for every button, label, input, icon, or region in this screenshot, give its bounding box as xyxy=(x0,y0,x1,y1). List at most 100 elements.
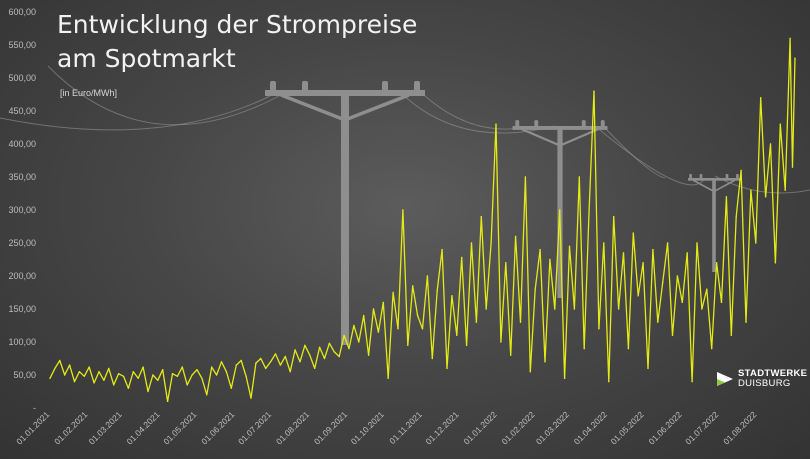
y-tick-label: 500,00 xyxy=(8,73,36,83)
price-data-point xyxy=(230,387,232,389)
y-tick-label: 450,00 xyxy=(8,106,36,116)
pole-insulator-1 xyxy=(534,120,539,127)
price-data-point xyxy=(78,371,81,373)
price-data-point xyxy=(54,367,56,370)
price-data-point xyxy=(245,375,247,377)
price-data-point xyxy=(711,347,713,350)
price-data-point xyxy=(103,379,105,381)
price-data-point xyxy=(289,371,291,373)
price-data-point xyxy=(157,379,159,381)
price-data-point xyxy=(740,169,742,172)
price-data-point xyxy=(652,248,654,251)
price-data-point xyxy=(294,349,296,351)
x-tick-label: 01.05.2021 xyxy=(161,409,198,446)
power-wire-2 xyxy=(424,95,521,130)
price-data-point xyxy=(162,369,164,371)
price-data-point xyxy=(367,354,370,356)
power-wire-0 xyxy=(0,95,271,131)
x-tick-label: 01.01.2022 xyxy=(462,409,499,446)
price-data-point xyxy=(784,189,786,191)
price-data-point xyxy=(461,256,463,259)
price-data-point xyxy=(363,314,365,317)
price-data-point xyxy=(206,394,208,396)
price-data-point xyxy=(225,371,228,373)
price-data-point xyxy=(63,374,66,376)
pole-insulator-1 xyxy=(302,81,308,91)
price-data-point xyxy=(794,57,796,59)
price-data-point xyxy=(215,374,218,376)
y-tick-label: 200,00 xyxy=(8,271,36,281)
plot-area xyxy=(49,37,796,403)
x-tick-label: 01.04.2022 xyxy=(572,409,609,446)
price-data-point xyxy=(544,361,546,363)
price-data-point xyxy=(725,196,728,198)
price-data-point xyxy=(647,367,649,370)
price-data-point xyxy=(755,242,757,244)
price-data-point xyxy=(68,364,71,366)
price-data-point xyxy=(426,275,429,277)
price-data-point xyxy=(696,242,698,244)
price-data-point xyxy=(465,344,468,346)
price-data-point xyxy=(559,209,561,211)
x-tick-label: 01.03.2022 xyxy=(534,409,571,446)
price-data-point xyxy=(549,258,551,261)
price-data-point xyxy=(588,209,590,211)
price-data-point xyxy=(49,377,51,379)
price-data-point xyxy=(122,375,125,377)
price-data-point xyxy=(791,166,794,168)
y-tick-label: 150,00 xyxy=(8,304,36,314)
price-data-point xyxy=(441,248,443,251)
x-tick-label: 01.07.2022 xyxy=(683,409,720,446)
price-data-point xyxy=(348,347,350,350)
y-tick-label: 400,00 xyxy=(8,139,36,149)
price-data-point xyxy=(779,123,781,125)
x-tick-label: 01.07.2021 xyxy=(236,409,273,446)
price-data-point xyxy=(176,375,179,377)
power-wire-5 xyxy=(594,125,706,186)
price-data-point xyxy=(431,357,433,360)
price-data-point xyxy=(387,377,389,379)
price-data-point xyxy=(382,301,384,304)
y-tick-label: 600,00 xyxy=(8,7,36,17)
power-line-wires xyxy=(0,65,810,194)
pole-insulator-3 xyxy=(414,81,420,91)
price-data-point xyxy=(750,189,752,191)
price-data-point xyxy=(323,357,326,360)
price-data-point xyxy=(412,285,414,287)
price-data-point xyxy=(789,37,791,40)
price-data-point xyxy=(745,321,747,323)
pole-insulator-3 xyxy=(736,173,739,179)
power-pole-3 xyxy=(688,173,740,272)
price-data-point xyxy=(735,215,737,218)
price-data-point xyxy=(451,295,453,297)
pole-bracing xyxy=(692,179,736,193)
price-data-point xyxy=(220,361,223,363)
price-data-point xyxy=(568,245,571,247)
price-data-point xyxy=(627,347,630,350)
x-tick-label: 01.02.2021 xyxy=(52,409,89,446)
price-data-point xyxy=(524,176,527,178)
price-data-point xyxy=(510,354,512,356)
price-data-point xyxy=(191,374,193,376)
price-data-point xyxy=(152,374,154,376)
price-data-point xyxy=(421,328,424,330)
x-tick-label: 01.10.2021 xyxy=(349,409,386,446)
price-data-point xyxy=(59,359,61,362)
price-data-point xyxy=(93,382,95,384)
price-data-point xyxy=(255,362,257,364)
price-data-point xyxy=(137,377,139,379)
price-data-point xyxy=(117,373,120,375)
price-data-point xyxy=(166,400,169,403)
price-data-point xyxy=(666,242,669,244)
price-data-point xyxy=(416,314,419,317)
price-data-point xyxy=(98,371,100,373)
x-tick-label: 01.08.2021 xyxy=(274,409,311,446)
price-data-point xyxy=(147,390,149,393)
price-data-point xyxy=(637,295,639,297)
price-data-point xyxy=(691,380,693,383)
price-data-point xyxy=(598,328,600,330)
price-data-point xyxy=(397,328,399,330)
price-data-point xyxy=(701,308,703,310)
